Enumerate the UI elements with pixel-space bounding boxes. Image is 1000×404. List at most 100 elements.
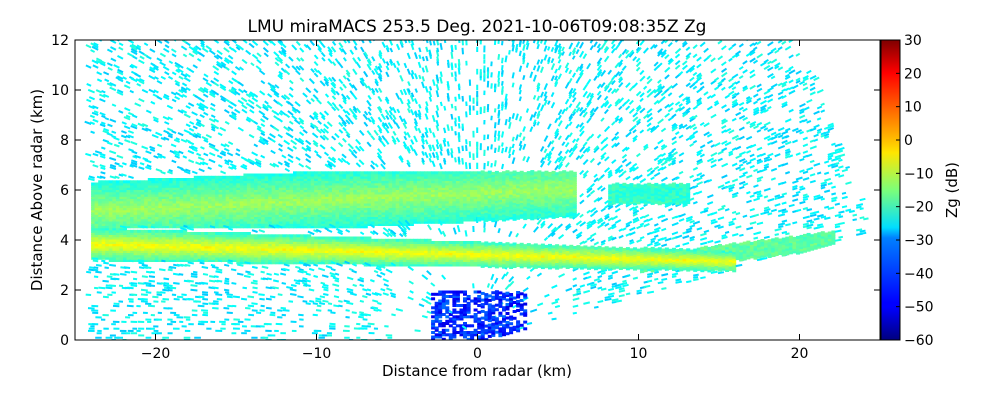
noise-streak bbox=[321, 283, 325, 284]
noise-streak bbox=[309, 289, 314, 290]
noise-streak bbox=[295, 283, 300, 284]
noise-streak bbox=[179, 274, 183, 275]
noise-streak bbox=[193, 272, 197, 273]
noise-streak bbox=[346, 303, 353, 304]
noise-streak bbox=[419, 48, 420, 52]
reflectivity-cell bbox=[272, 234, 276, 237]
noise-streak bbox=[113, 274, 119, 275]
noise-streak bbox=[120, 226, 126, 227]
reflectivity-cell bbox=[130, 180, 134, 183]
noise-streak bbox=[163, 299, 170, 300]
noise-streak bbox=[202, 299, 208, 300]
reflectivity-cell bbox=[385, 239, 389, 242]
noise-streak bbox=[267, 274, 272, 275]
noise-streak bbox=[173, 283, 179, 284]
noise-streak bbox=[335, 274, 339, 275]
reflectivity-cell bbox=[428, 171, 432, 174]
noise-streak bbox=[209, 281, 215, 282]
noise-streak bbox=[330, 324, 336, 325]
noise-streak bbox=[102, 116, 106, 118]
noise-streak bbox=[233, 297, 240, 298]
noise-streak bbox=[372, 307, 378, 308]
reflectivity-cell bbox=[127, 180, 131, 183]
noise-streak bbox=[151, 227, 155, 228]
noise-streak bbox=[331, 269, 335, 270]
reflectivity-cell bbox=[187, 232, 191, 235]
noise-streak bbox=[419, 55, 420, 59]
noise-streak bbox=[419, 75, 420, 79]
noise-streak bbox=[323, 294, 328, 295]
reflectivity-cell bbox=[261, 174, 265, 177]
noise-streak bbox=[107, 276, 113, 277]
reflectivity-cell bbox=[236, 232, 240, 235]
reflectivity-cell bbox=[212, 232, 216, 235]
noise-streak bbox=[216, 269, 222, 270]
noise-streak bbox=[353, 285, 357, 286]
noise-streak bbox=[201, 310, 208, 311]
noise-streak bbox=[328, 303, 332, 304]
reflectivity-cell bbox=[406, 239, 410, 242]
reflectivity-cell bbox=[339, 237, 343, 240]
noise-streak bbox=[141, 290, 148, 291]
noise-streak bbox=[174, 299, 180, 300]
reflectivity-cell bbox=[290, 234, 294, 237]
reflectivity-cell bbox=[102, 180, 106, 183]
noise-streak bbox=[346, 317, 350, 318]
noise-streak bbox=[149, 281, 155, 282]
reflectivity-cell bbox=[116, 180, 120, 183]
noise-streak bbox=[253, 292, 258, 293]
noise-streak bbox=[412, 70, 414, 74]
noise-streak bbox=[225, 279, 229, 280]
reflectivity-cell bbox=[194, 232, 198, 235]
noise-streak bbox=[138, 260, 144, 261]
reflectivity-cell bbox=[297, 234, 301, 237]
noise-streak bbox=[164, 279, 170, 280]
noise-streak bbox=[224, 265, 229, 266]
reflectivity-cell bbox=[275, 174, 279, 177]
reflectivity-cell bbox=[134, 180, 138, 183]
noise-streak bbox=[416, 89, 418, 93]
noise-streak bbox=[203, 274, 208, 275]
reflectivity-cell bbox=[311, 237, 315, 240]
noise-streak bbox=[131, 272, 137, 273]
noise-streak bbox=[177, 297, 183, 298]
noise-streak bbox=[106, 288, 113, 289]
noise-streak bbox=[315, 299, 321, 300]
reflectivity-cell bbox=[396, 171, 400, 174]
reflectivity-cell bbox=[265, 234, 269, 237]
noise-streak bbox=[266, 299, 272, 300]
noise-streak bbox=[228, 260, 233, 261]
reflectivity-cell bbox=[332, 171, 336, 174]
reflectivity-cell bbox=[293, 234, 297, 237]
noise-streak bbox=[309, 269, 314, 270]
reflectivity-cell bbox=[141, 180, 145, 183]
noise-streak bbox=[315, 301, 321, 302]
noise-streak bbox=[131, 295, 137, 296]
noise-streak bbox=[185, 265, 190, 266]
noise-streak bbox=[141, 226, 148, 227]
reflectivity-cell bbox=[98, 180, 102, 183]
noise-streak bbox=[270, 297, 275, 298]
reflectivity-cell bbox=[367, 237, 371, 240]
noise-streak bbox=[202, 294, 208, 295]
reflectivity-cell bbox=[240, 176, 244, 179]
noise-streak bbox=[169, 170, 173, 171]
noise-streak bbox=[168, 270, 173, 271]
reflectivity-cell bbox=[364, 171, 368, 174]
noise-streak bbox=[159, 269, 165, 270]
noise-streak bbox=[377, 303, 381, 304]
noise-streak bbox=[187, 281, 194, 282]
reflectivity-cell bbox=[201, 232, 205, 235]
reflectivity-cell bbox=[328, 171, 332, 174]
noise-streak bbox=[227, 262, 232, 263]
noise-streak bbox=[224, 308, 230, 309]
noise-streak bbox=[101, 147, 105, 148]
reflectivity-cell bbox=[403, 171, 407, 174]
reflectivity-cell bbox=[91, 183, 95, 186]
noise-streak bbox=[258, 294, 264, 295]
noise-streak bbox=[244, 276, 250, 277]
reflectivity-cell bbox=[144, 230, 148, 233]
noise-streak bbox=[93, 261, 98, 262]
noise-streak bbox=[214, 276, 219, 277]
noise-streak bbox=[322, 301, 328, 302]
